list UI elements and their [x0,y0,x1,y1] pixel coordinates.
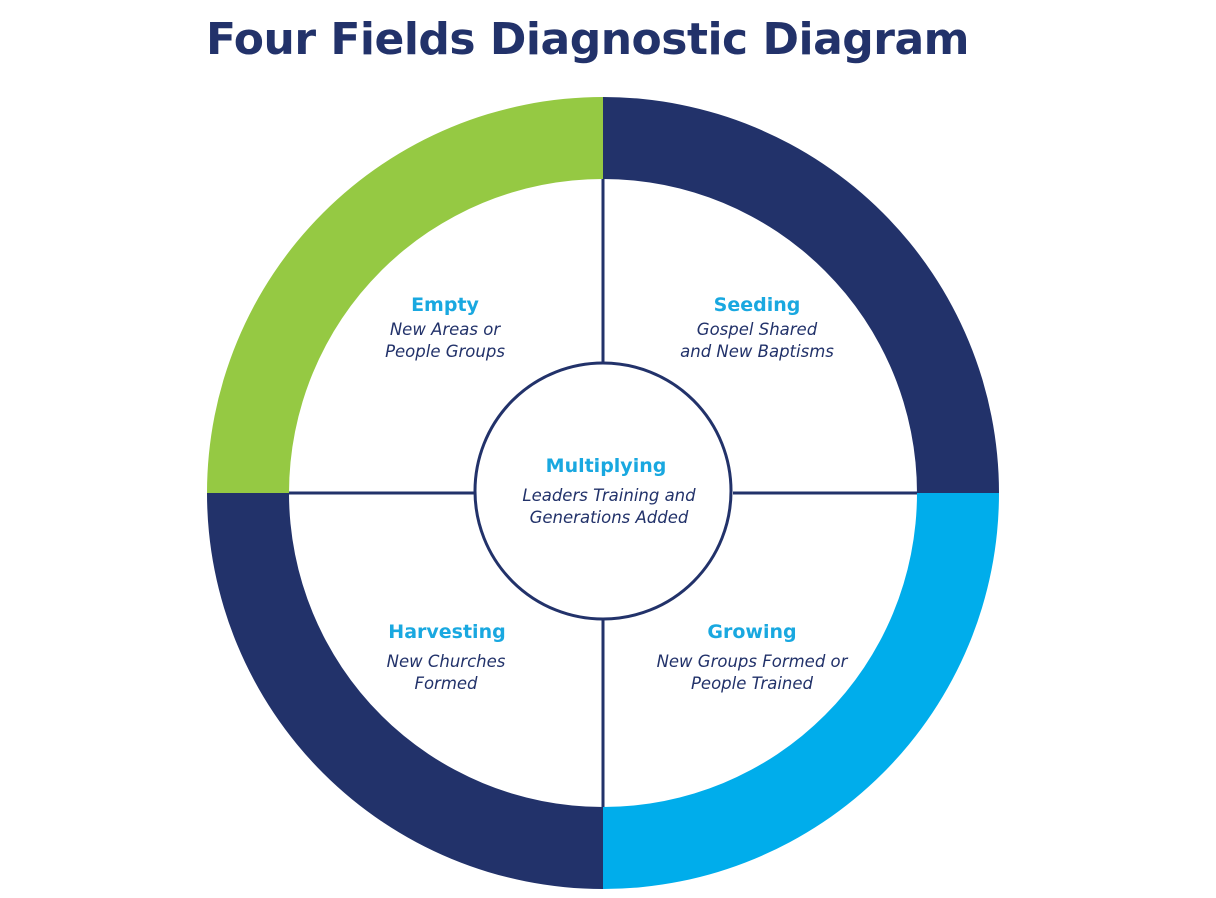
center-label: Multiplying [546,455,667,477]
ring-segment-growing [603,493,999,889]
ring-segment-empty [207,97,603,493]
quadrant-description-harvesting-line-1: New Churches [387,652,506,671]
quadrant-description-empty-line-2: People Groups [385,342,505,361]
quadrant-description-empty-line-1: New Areas or [390,320,502,339]
ring-segment-harvesting [207,493,603,889]
quadrant-description-seeding-line-1: Gospel Shared [697,320,818,339]
quadrant-label-harvesting: Harvesting [388,621,505,643]
quadrant-description-growing-line-1: New Groups Formed or [657,652,849,671]
quadrant-label-growing: Growing [707,621,796,643]
quadrant-description-seeding-line-2: and New Baptisms [680,342,834,361]
page-title: Four Fields Diagnostic Diagram [206,14,970,65]
center-description-line-1: Leaders Training and [522,486,696,505]
center-description-line-2: Generations Added [530,508,689,527]
ring-segment-seeding [603,97,999,493]
quadrant-label-seeding: Seeding [714,294,801,316]
quadrant-description-harvesting-line-2: Formed [414,674,478,693]
quadrant-description-growing-line-2: People Trained [691,674,814,693]
center-circle [473,361,733,621]
quadrant-label-empty: Empty [411,294,479,316]
